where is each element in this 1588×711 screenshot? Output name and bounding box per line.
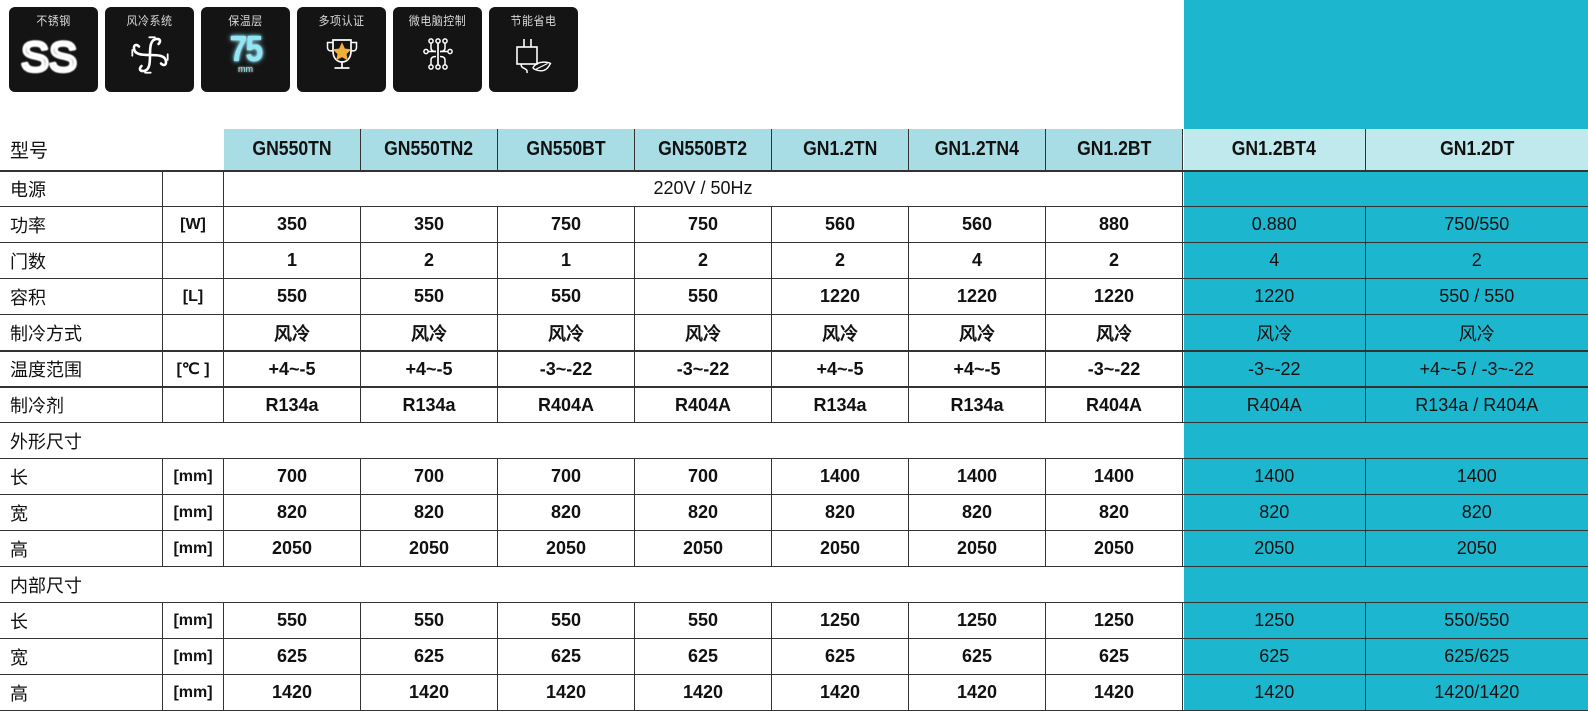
svg-text:SS: SS <box>21 35 77 80</box>
